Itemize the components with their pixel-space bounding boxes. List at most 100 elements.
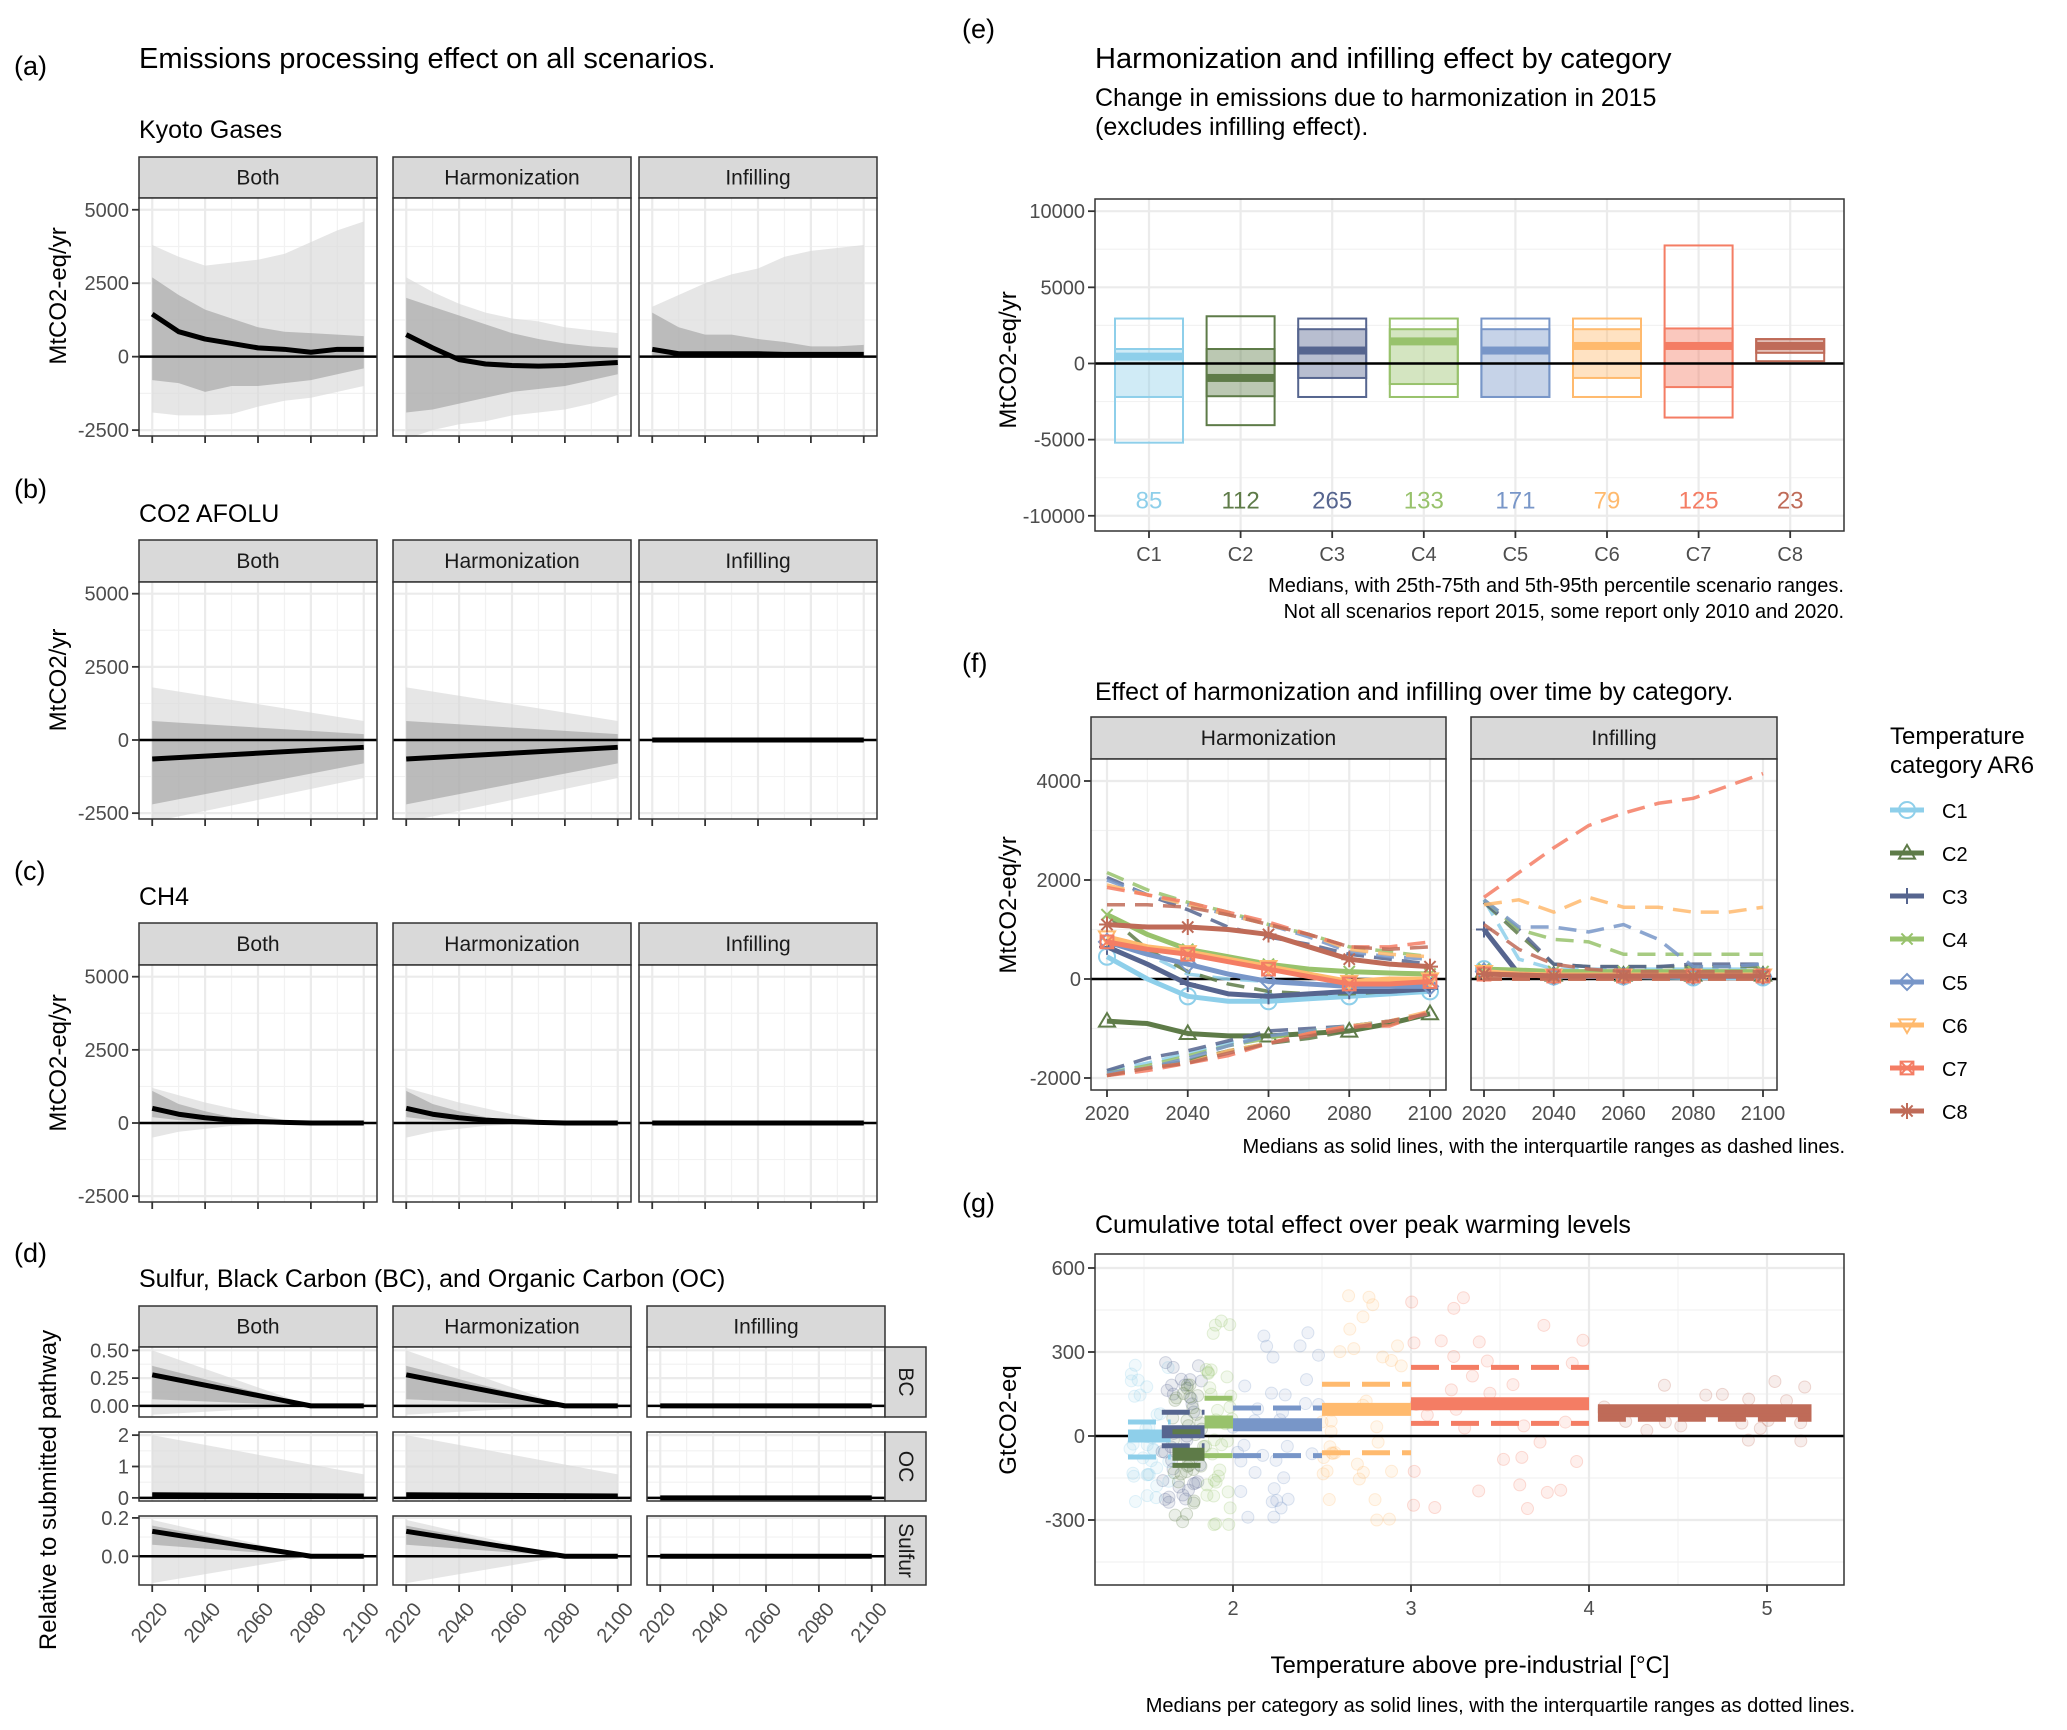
panel-d-facet-infilling-strip-label: Infilling	[733, 1316, 798, 1339]
scatter-point	[1267, 1482, 1281, 1496]
panel-e-count-c8: 23	[1777, 488, 1804, 515]
panel-c-facet-harmonization-strip	[392, 922, 632, 966]
panel-e-xtick-label: C6	[1594, 544, 1620, 566]
panel-d-infilling-xtick-label: 2100	[847, 1599, 892, 1647]
scatter-point	[1465, 1369, 1479, 1383]
panel-f-c8-median-line	[1483, 971, 1763, 979]
scatter-point	[1187, 1494, 1201, 1508]
scatter-point	[1223, 1501, 1237, 1515]
panel-e-bar-c1: 85	[1114, 317, 1184, 515]
panel-a-infilling-median-line	[651, 346, 864, 357]
scatter-point	[1385, 1464, 1399, 1478]
scatter-point	[1407, 1464, 1421, 1478]
panel-d-row-bc-strip	[884, 1346, 927, 1418]
scatter-point	[1558, 1415, 1572, 1429]
scatter-point	[1204, 1363, 1218, 1377]
panel-a-title: Emissions processing effect on all scena…	[139, 43, 716, 75]
panel-f-ytick-label: 4000	[1037, 771, 1082, 793]
scatter-point	[1312, 1348, 1326, 1362]
panel-a-infilling-band-25-75	[652, 312, 864, 357]
panel-d-both-xtick-label: 2100	[339, 1599, 384, 1647]
panel-a-facet-both-strip	[138, 156, 378, 199]
panel-a-facet-infilling-strip-label: Infilling	[725, 167, 790, 190]
scatter-point	[1159, 1356, 1173, 1370]
panel-e-ytick-label: 10000	[1029, 201, 1085, 223]
scatter-point	[1133, 1388, 1147, 1402]
panel-a-infilling-band-5-95	[652, 245, 864, 357]
panel-letter-c: (c)	[14, 856, 45, 886]
scatter-point	[1347, 1342, 1361, 1356]
scatter-point	[1162, 1474, 1176, 1488]
panel-a-facet-harmonization-strip-label: Harmonization	[444, 167, 579, 190]
scatter-point	[1166, 1360, 1180, 1374]
scatter-point	[1150, 1479, 1164, 1493]
panel-d-sulfur-infilling-plot	[647, 1516, 885, 1585]
panel-d-both-xtick-label: 2040	[180, 1599, 225, 1647]
scatter-point	[1480, 1354, 1494, 1368]
scatter-point	[1274, 1501, 1288, 1515]
scatter-point	[1350, 1457, 1364, 1471]
scatter-point	[1238, 1379, 1252, 1393]
scatter-point	[1199, 1363, 1213, 1377]
panel-e-ytick-label: 5000	[1041, 277, 1086, 299]
panel-f-ytick-label: 2000	[1037, 870, 1082, 892]
scatter-point	[1169, 1391, 1183, 1405]
scatter-point	[1207, 1518, 1221, 1532]
panel-f-title: Effect of harmonization and infilling ov…	[1095, 678, 1733, 706]
scatter-point	[1194, 1374, 1208, 1388]
panel-c-facet-infilling-strip	[638, 922, 878, 966]
panel-e-plot-background	[1095, 199, 1844, 531]
scatter-point	[1370, 1513, 1384, 1527]
scatter-point	[1128, 1358, 1142, 1372]
scatter-point	[1180, 1378, 1194, 1392]
scatter-point	[1356, 1465, 1370, 1479]
panel-d-row-oc-strip-label: OC	[894, 1451, 917, 1483]
panel-letter-d: (d)	[14, 1238, 47, 1268]
scatter-point	[1540, 1485, 1554, 1499]
panel-g-xlabel: Temperature above pre-industrial [°C]	[1270, 1652, 1669, 1679]
panel-d-both-xtick-label: 2080	[286, 1599, 331, 1647]
panel-a-subtitle: Kyoto Gases	[139, 116, 282, 144]
panel-d-row-bc-strip-label: BC	[894, 1367, 917, 1396]
panel-b-both-median-line	[152, 744, 364, 762]
panel-d-subtitle: Sulfur, Black Carbon (BC), and Organic C…	[139, 1265, 725, 1293]
panel-d-bc-ytick-label: 0.50	[90, 1340, 129, 1362]
scatter-point	[1178, 1492, 1192, 1506]
panel-b-facet-harmonization-strip	[392, 539, 632, 583]
scatter-point	[1149, 1491, 1163, 1505]
panel-a-ylabel: MtCO2-eq/yr	[45, 227, 72, 364]
panel-b-ytick-label: -2500	[78, 803, 129, 825]
panel-b-facet-infilling-strip-label: Infilling	[725, 550, 790, 573]
scatter-point	[1798, 1380, 1812, 1394]
scatter-point	[1165, 1378, 1179, 1392]
panel-f-c4-p75-line	[1482, 898, 1763, 956]
scatter-point	[1554, 1483, 1568, 1497]
panel-a-both-median-line	[150, 311, 364, 355]
panel-d-harmonization-xtick-label: 2020	[381, 1599, 426, 1647]
scatter-point	[1220, 1370, 1234, 1384]
panel-g-xtick-label: 4	[1583, 1598, 1594, 1620]
panel-e-bar-c3: 265	[1297, 317, 1368, 515]
panel-e-title: Harmonization and infilling effect by ca…	[1095, 43, 1672, 75]
scatter-point	[1280, 1439, 1294, 1453]
panel-c-facet-both-strip	[138, 922, 378, 966]
panel-e-count-c2: 112	[1221, 488, 1259, 515]
panel-d-bc-harmonization-median-line	[405, 1372, 618, 1409]
panel-b-subtitle: CO2 AFOLU	[139, 500, 279, 528]
scatter-point	[1715, 1387, 1729, 1401]
panel-d-facet-infilling-strip	[646, 1305, 886, 1348]
panel-e-caption-2: Not all scenarios report 2015, some repo…	[1284, 601, 1844, 623]
panel-d-sulfur-both-median-line	[151, 1528, 364, 1559]
panel-b-both-band-25-75	[152, 720, 364, 805]
scatter-point	[1209, 1475, 1223, 1489]
panel-f-c3-median-line	[1106, 944, 1431, 999]
scatter-point	[1391, 1339, 1405, 1353]
panel-e-count-c3: 265	[1312, 488, 1352, 515]
scatter-point	[1185, 1397, 1199, 1411]
panel-a-both-band-25-75	[152, 277, 364, 392]
panel-a-harmonization-median-line	[405, 332, 618, 369]
panel-f-harmonization-series-c7	[1099, 934, 1438, 992]
legend-key-marker	[1897, 1018, 1917, 1035]
panel-e-count-c1: 85	[1136, 488, 1163, 515]
